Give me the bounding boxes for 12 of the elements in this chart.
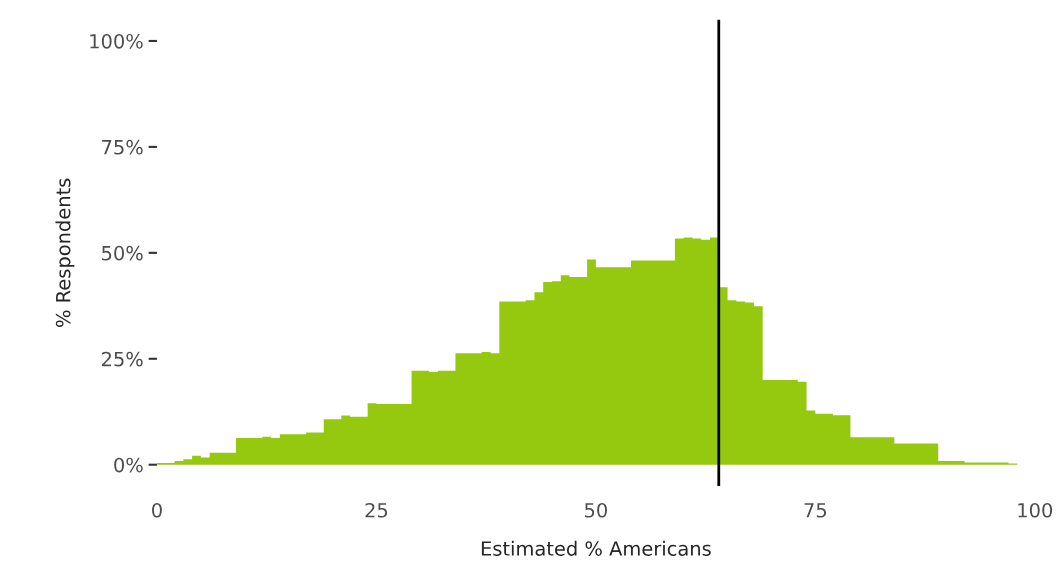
x-tick-label: 100 — [1018, 502, 1053, 518]
x-tick-label: 50 — [585, 502, 607, 518]
x-tick-label: 0 — [152, 502, 162, 518]
y-tick-label: 50% — [102, 245, 143, 261]
x-axis-title: Estimated % Americans — [481, 540, 711, 556]
y-tick-label: 25% — [101, 351, 143, 367]
y-axis-title: % Respondents — [55, 178, 75, 327]
y-tick-label: 75% — [102, 139, 143, 155]
x-tick-label: 25 — [365, 502, 388, 518]
y-tick-label: 100% — [90, 33, 143, 49]
y-tick-label: 0% — [114, 457, 143, 473]
x-tick-label: 75 — [804, 503, 827, 518]
